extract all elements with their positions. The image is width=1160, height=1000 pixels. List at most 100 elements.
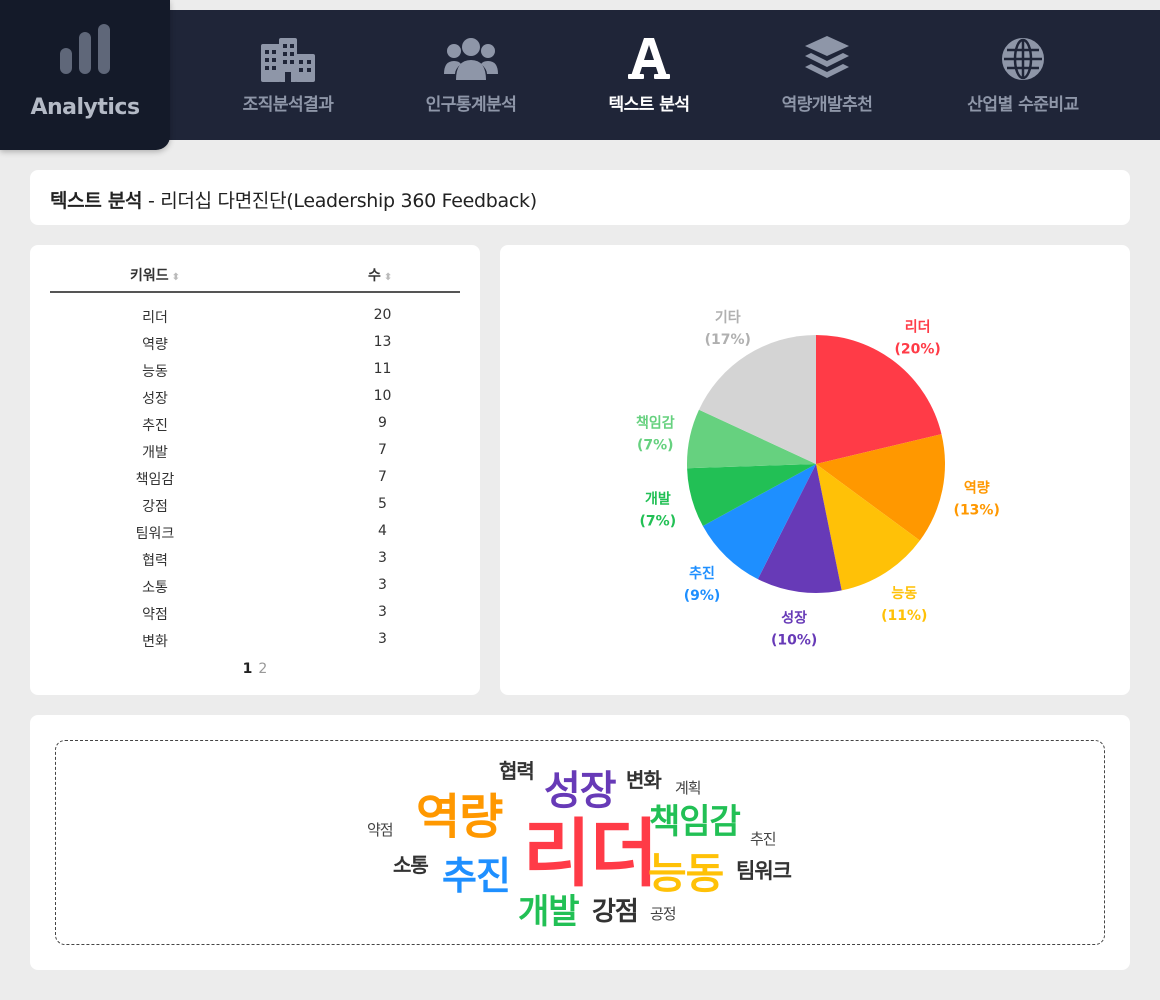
pie-percent-label: (7%) — [640, 513, 677, 529]
cell-count: 3 — [378, 550, 387, 566]
column-header-label: 키워드 — [130, 268, 169, 284]
cloud-word: 약점 — [367, 821, 394, 839]
pie-slice-5[interactable] — [687, 464, 816, 526]
table-row: 강점 5 — [50, 496, 460, 523]
cloud-word: 리더 — [523, 811, 658, 897]
page-link-1[interactable]: 1 — [242, 661, 253, 677]
pie-label: 개발 — [645, 490, 671, 507]
top-nav-bar — [0, 10, 1160, 140]
table-row: 팀워크 4 — [50, 523, 460, 550]
cloud-word: 변화 — [626, 768, 662, 792]
column-header-keyword[interactable]: 키워드 ⬍ — [130, 265, 180, 285]
cloud-word: 역량 — [416, 789, 503, 845]
table-row: 개발 7 — [50, 442, 460, 469]
users-icon — [444, 38, 498, 80]
table-row: 소통 3 — [50, 577, 460, 604]
cell-count: 20 — [373, 307, 392, 323]
table-row: 책임감 7 — [50, 469, 460, 496]
nav-item-competency[interactable]: 역량개발추천 — [742, 10, 912, 140]
brand-logo[interactable]: Analytics — [0, 0, 170, 150]
nav-item-text-analysis[interactable]: 텍스트 분석 — [564, 10, 734, 140]
table-row: 추진 9 — [50, 415, 460, 442]
pie-percent-label: (13%) — [954, 503, 1000, 519]
pie-label: 능동 — [891, 586, 917, 602]
word-cloud: 리더 역량 성장 책임감 능동 추진 개발 강점 팀워크 협력 변화 소통 약점… — [55, 740, 1105, 945]
pie-label: 추진 — [689, 565, 715, 582]
pie-percent-label: (17%) — [705, 332, 751, 348]
column-header-count[interactable]: 수 ⬍ — [368, 265, 392, 285]
cloud-word: 강점 — [592, 897, 639, 927]
cell-keyword: 팀워크 — [135, 526, 175, 542]
cell-keyword: 역량 — [142, 337, 168, 353]
cell-count: 4 — [378, 523, 387, 539]
pie-percent-label: (20%) — [894, 341, 940, 357]
nav-item-industry-compare[interactable]: 산업별 수준비교 — [938, 10, 1108, 140]
table-row: 협력 3 — [50, 550, 460, 577]
table-row: 성장 10 — [50, 388, 460, 415]
cloud-word: 추진 — [442, 854, 511, 898]
cell-keyword: 소통 — [142, 580, 168, 596]
cell-count: 11 — [373, 361, 392, 377]
cell-keyword: 협력 — [142, 553, 168, 569]
cell-keyword: 추진 — [142, 418, 168, 434]
globe-icon — [1002, 38, 1044, 80]
cloud-word: 능동 — [648, 849, 724, 898]
pie-percent-label: (9%) — [684, 588, 721, 604]
cell-count: 3 — [378, 577, 387, 593]
table-row: 변화 3 — [50, 631, 460, 658]
pie-chart-card: 리더 (20%) 역량 (13%) 능동 (11%) 성장 (10%) 추진 (9%) 개발 (7%)… — [500, 245, 1130, 695]
cloud-word: 책임감 — [649, 802, 741, 842]
cell-keyword: 리더 — [142, 310, 168, 326]
page-title-card: 텍스트 분석 - 리더십 다면진단(Leadership 360 Feedbac… — [30, 170, 1130, 225]
cloud-word: 개발 — [518, 892, 580, 932]
cell-count: 7 — [378, 442, 387, 458]
pie-slice-1[interactable] — [816, 434, 945, 541]
pie-slice-6[interactable] — [687, 409, 816, 469]
page-link-2[interactable]: 2 — [258, 661, 268, 677]
nav-label: 인구통계분석 — [425, 95, 517, 115]
nav-label: 텍스트 분석 — [608, 95, 690, 115]
cloud-word: 성장 — [544, 768, 617, 814]
header-divider — [50, 291, 460, 293]
pie-chart: 리더 (20%) 역량 (13%) 능동 (11%) 성장 (10%) 추진 (9%) 개발 (7%)… — [636, 310, 1000, 649]
cell-keyword: 변화 — [142, 634, 168, 650]
page-title-rest: - 리더십 다면진단(Leadership 360 Feedback) — [142, 190, 537, 212]
nav-item-demographics[interactable]: 인구통계분석 — [386, 10, 556, 140]
cloud-word: 팀워크 — [736, 859, 792, 883]
cell-keyword: 능동 — [142, 364, 168, 380]
table-row: 역량 13 — [50, 334, 460, 361]
pie-label: 책임감 — [636, 414, 675, 431]
cloud-word: 소통 — [393, 853, 429, 877]
pie-label: 기타 — [715, 310, 741, 326]
pie-percent-label: (10%) — [771, 633, 817, 649]
column-header-label: 수 — [368, 268, 381, 284]
pie-slice-0[interactable] — [816, 335, 942, 464]
page-title: 텍스트 분석 - 리더십 다면진단(Leadership 360 Feedbac… — [50, 186, 537, 213]
cell-keyword: 개발 — [142, 445, 168, 461]
cloud-word: 추진 — [750, 830, 777, 848]
building-icon — [261, 38, 315, 82]
cloud-word: 협력 — [499, 759, 535, 783]
pie-slice-2[interactable] — [816, 464, 920, 591]
pie-slice-4[interactable] — [702, 464, 816, 580]
keyword-table-card: 키워드 ⬍ 수 ⬍ 리더 20 역량 13 능동 11 성장 10 추진 9 개발 7 책임감 7… — [30, 245, 480, 695]
cell-count: 5 — [378, 496, 387, 512]
cell-keyword: 약점 — [142, 607, 168, 623]
pie-slice-3[interactable] — [757, 464, 842, 593]
bar-chart-icon — [60, 24, 110, 74]
cell-count: 13 — [373, 334, 392, 350]
cell-count: 3 — [378, 631, 387, 647]
brand-label: Analytics — [30, 95, 140, 120]
nav-label: 조직분석결과 — [242, 95, 334, 115]
cell-keyword: 강점 — [142, 499, 168, 515]
pie-slice-7[interactable] — [698, 335, 816, 464]
page-title-bold: 텍스트 분석 — [50, 190, 143, 212]
sort-icon: ⬍ — [383, 272, 393, 283]
pie-label: 역량 — [964, 480, 990, 497]
cell-count: 9 — [378, 415, 387, 431]
table-row: 능동 11 — [50, 361, 460, 388]
sort-icon: ⬍ — [171, 272, 181, 283]
nav-item-org-analysis[interactable]: 조직분석결과 — [203, 10, 373, 140]
layers-icon — [805, 36, 849, 78]
